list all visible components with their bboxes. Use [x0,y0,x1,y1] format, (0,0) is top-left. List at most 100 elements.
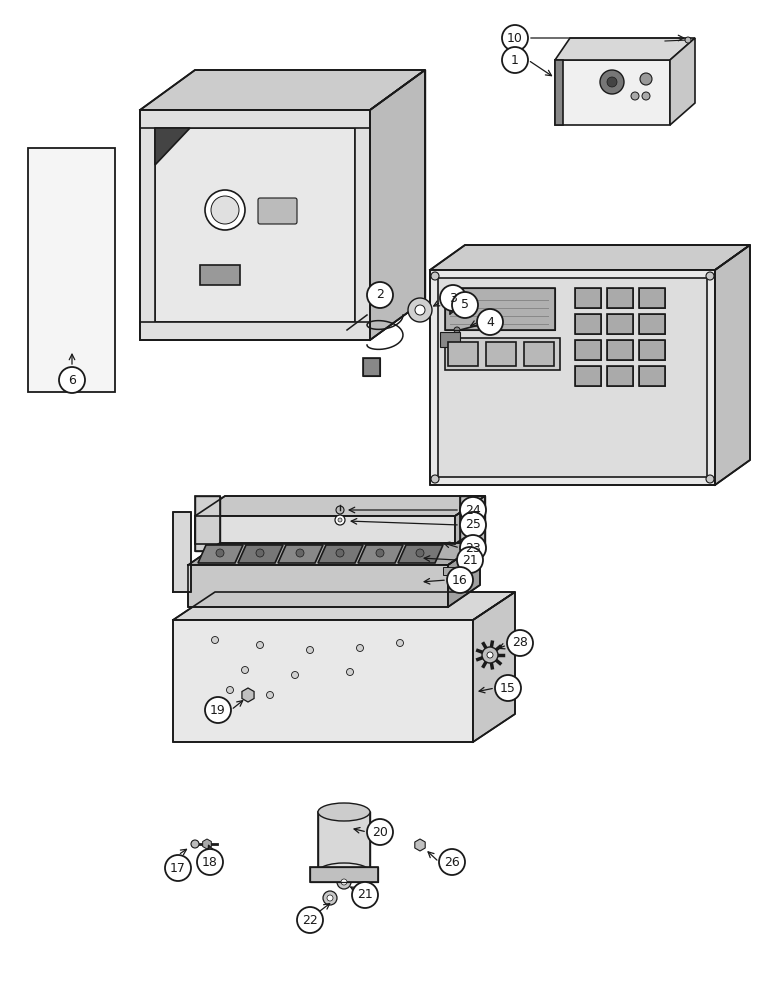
Circle shape [212,637,218,644]
Polygon shape [188,543,480,565]
Circle shape [600,70,624,94]
Polygon shape [448,342,478,366]
Polygon shape [555,38,695,60]
Circle shape [495,675,521,701]
Circle shape [642,92,650,100]
Text: 18: 18 [202,856,218,868]
Polygon shape [173,592,515,620]
Polygon shape [238,545,283,563]
Text: 21: 21 [357,888,373,902]
FancyBboxPatch shape [258,198,297,224]
Polygon shape [607,288,633,308]
Polygon shape [448,543,480,607]
Circle shape [452,292,478,318]
Circle shape [416,549,424,557]
Polygon shape [445,338,560,370]
Ellipse shape [318,803,370,821]
Circle shape [197,849,223,875]
Polygon shape [260,200,295,222]
Text: 6: 6 [68,373,76,386]
Polygon shape [173,620,473,742]
Polygon shape [455,496,485,544]
Polygon shape [310,867,378,882]
Circle shape [457,547,483,573]
Circle shape [397,640,404,647]
Polygon shape [639,314,665,334]
Polygon shape [555,60,563,125]
Polygon shape [575,366,601,386]
Circle shape [226,686,233,694]
Circle shape [357,645,364,652]
Text: 2: 2 [376,288,384,302]
Circle shape [440,285,466,311]
Polygon shape [575,314,601,334]
Circle shape [502,47,528,73]
Polygon shape [438,278,707,477]
Circle shape [256,549,264,557]
Circle shape [487,652,493,658]
Circle shape [706,272,714,280]
Polygon shape [200,265,240,285]
Ellipse shape [318,863,370,881]
Polygon shape [140,70,425,110]
Text: 3: 3 [449,292,457,304]
Circle shape [327,895,333,901]
Polygon shape [195,496,485,516]
Circle shape [347,668,354,676]
Circle shape [460,512,486,538]
Circle shape [297,907,323,933]
Circle shape [454,327,460,333]
Text: 19: 19 [210,704,226,716]
Polygon shape [358,545,403,563]
Circle shape [415,305,425,315]
Text: 26: 26 [444,856,460,868]
Circle shape [367,282,393,308]
Polygon shape [370,70,425,340]
Circle shape [341,879,347,885]
Circle shape [336,549,344,557]
Circle shape [338,518,342,522]
Text: 22: 22 [302,914,318,926]
Text: 24: 24 [465,504,481,516]
Polygon shape [607,340,633,360]
Text: 10: 10 [507,31,523,44]
Polygon shape [28,148,115,392]
Polygon shape [318,545,363,563]
Polygon shape [607,366,633,386]
Text: 23: 23 [465,542,481,554]
Polygon shape [639,366,665,386]
Text: 25: 25 [465,518,481,532]
Circle shape [460,535,486,561]
Text: 5: 5 [461,298,469,312]
Circle shape [337,875,351,889]
Polygon shape [318,812,370,872]
Circle shape [439,849,465,875]
Polygon shape [575,340,601,360]
Circle shape [296,549,304,557]
Circle shape [216,549,224,557]
Polygon shape [575,288,601,308]
Circle shape [205,190,245,230]
Circle shape [685,37,691,43]
Circle shape [376,549,384,557]
Polygon shape [198,545,243,563]
Text: 17: 17 [170,861,186,874]
Polygon shape [486,342,516,366]
Circle shape [292,672,299,678]
Polygon shape [398,545,443,563]
Circle shape [477,309,503,335]
Circle shape [352,882,378,908]
Text: 1: 1 [511,53,519,66]
Polygon shape [524,342,554,366]
Circle shape [607,77,617,87]
Circle shape [482,647,498,663]
Circle shape [431,272,439,280]
Circle shape [256,642,263,648]
Polygon shape [639,288,665,308]
Bar [440,332,460,347]
Polygon shape [140,110,155,340]
Circle shape [706,475,714,483]
Circle shape [242,666,249,674]
Polygon shape [430,270,715,485]
Polygon shape [670,38,695,125]
